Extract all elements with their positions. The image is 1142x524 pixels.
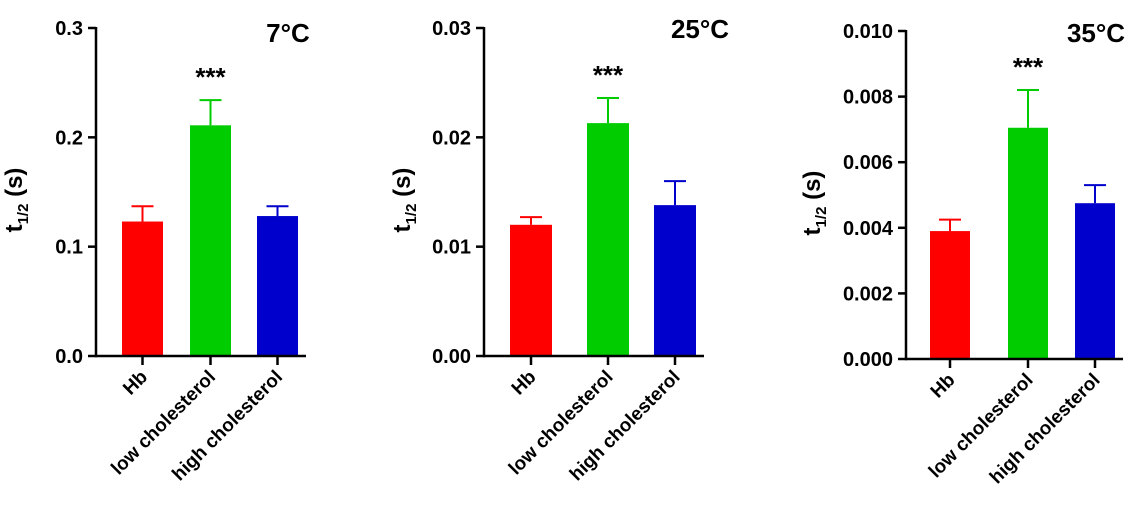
y-axis-label-unit: (s) — [1, 168, 28, 204]
y-tick-label-1: 0.00 — [432, 346, 471, 368]
bar-2 — [190, 125, 231, 356]
y-axis-label-subscript: 1/2 — [15, 204, 32, 225]
bar-2 — [587, 123, 629, 357]
y-tick-label-3: 0.2 — [55, 127, 83, 149]
y-tick-label-6: 0.010 — [843, 21, 893, 43]
bar-1 — [930, 231, 970, 359]
bar-3 — [1075, 203, 1115, 359]
bar-3 — [654, 205, 696, 356]
y-tick-label-1: 0.0 — [55, 346, 83, 368]
y-axis-label-main: t — [1, 224, 28, 232]
y-tick-label-4: 0.006 — [843, 152, 893, 174]
y-tick-label-5: 0.008 — [843, 87, 893, 109]
x-tick-label-1: Hb — [927, 370, 960, 403]
y-tick-label-4: 0.3 — [55, 18, 83, 40]
x-tick-label-1: Hb — [508, 367, 541, 400]
significance-label: *** — [195, 62, 226, 92]
y-axis-label-unit: (s) — [389, 168, 416, 204]
y-axis-label: t1/2 (s) — [799, 171, 830, 236]
y-tick-label-3: 0.004 — [843, 218, 894, 240]
y-axis-label-subscript: 1/2 — [403, 204, 420, 225]
y-axis-label-main: t — [389, 224, 416, 232]
y-axis-label: t1/2 (s) — [1, 168, 32, 233]
chart-title: 35°C — [1067, 18, 1125, 48]
chart-title: 7°C — [266, 18, 310, 48]
x-tick-label-1: Hb — [119, 367, 152, 400]
y-tick-label-2: 0.01 — [432, 237, 471, 259]
bar-1 — [122, 221, 163, 356]
significance-label: *** — [1013, 52, 1044, 82]
y-tick-label-2: 0.1 — [55, 237, 83, 259]
chart-title: 25°C — [671, 14, 729, 44]
bar-3 — [257, 216, 298, 356]
y-axis-label: t1/2 (s) — [389, 168, 420, 233]
y-axis-label-main: t — [799, 227, 826, 235]
bar-2 — [1008, 127, 1048, 359]
bar-1 — [510, 224, 552, 356]
y-tick-label-4: 0.03 — [432, 18, 471, 40]
y-tick-label-1: 0.000 — [843, 349, 893, 371]
y-axis-label-unit: (s) — [799, 171, 826, 207]
y-axis-label-subscript: 1/2 — [813, 207, 830, 228]
y-tick-label-2: 0.002 — [843, 283, 893, 305]
significance-label: *** — [593, 60, 624, 90]
y-tick-label-3: 0.02 — [432, 127, 471, 149]
